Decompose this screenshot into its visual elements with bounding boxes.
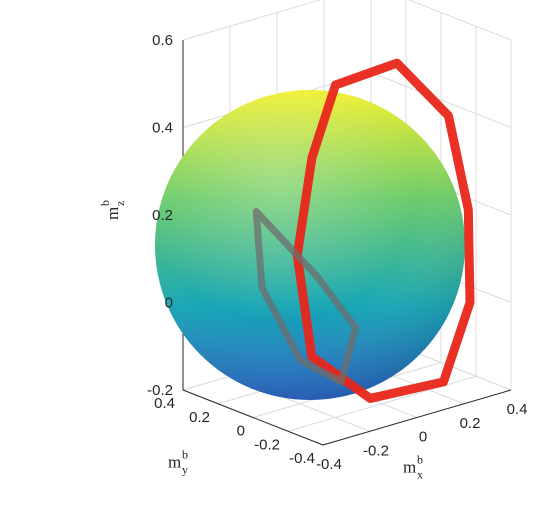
x-axis-label-base: m [403,458,416,477]
y-axis-label-base: m [168,453,181,472]
grid-line [182,0,322,41]
x-tick-label: 0 [419,429,427,446]
x-axis-label: m xb [403,453,423,482]
trajectory-1 [252,208,360,386]
z-tick-label: 0.6 [152,32,173,49]
trajectories [252,58,475,403]
y-axis-line [182,389,324,446]
z-axis-label-base: m [103,207,122,220]
tick-labels: -0.4-0.200.20.4-0.4-0.200.20.4-0.200.20.… [147,32,527,473]
x-axis-line [322,389,512,446]
x-tick-label: 0.4 [507,401,528,418]
x-tick-label: -0.2 [363,442,389,459]
z-axis-label-sup: b [98,200,112,206]
trajectory-0 [292,58,475,403]
grid-line [407,0,512,41]
z-tick-label: 0.2 [152,207,173,224]
z-tick-label: -0.2 [147,382,173,399]
z-axis-label: mzb [98,200,127,220]
y-tick-label: -0.2 [254,436,280,453]
x-tick-label: 0.2 [460,415,481,432]
x-axis-label-sup: b [417,453,423,467]
sphere-shading [155,90,465,400]
y-axis-label-sub: y [182,463,188,477]
y-axis-label: m yb [168,448,188,477]
z-tick-label: 0.4 [152,120,173,137]
y-axis-label-sup: b [182,448,188,462]
x-axis-label-sub: x [417,468,423,482]
y-tick-label: 0.4 [154,395,175,412]
z-axis-label-sub: z [113,201,127,206]
z-tick-label: 0 [165,295,173,312]
sphere-surface [155,90,465,400]
grid-line [370,72,512,128]
y-tick-label: -0.4 [289,450,315,467]
x-tick-label: -0.4 [316,456,342,473]
y-tick-label: 0.2 [189,409,210,426]
y-tick-label: 0 [237,423,245,440]
